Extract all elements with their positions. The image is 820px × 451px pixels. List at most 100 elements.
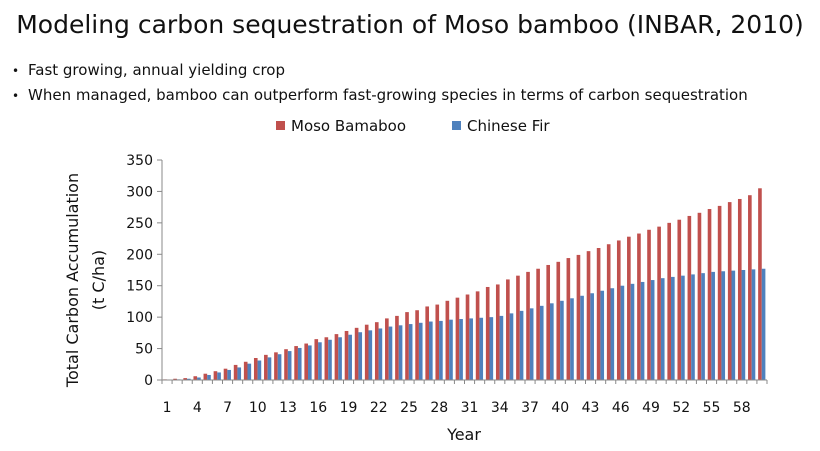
- x-axis-title: Year: [446, 425, 481, 444]
- legend-label: Moso Bamaboo: [291, 117, 406, 135]
- bar-moso-bamboo: [566, 258, 571, 380]
- bar-chinese-fir: [277, 354, 282, 380]
- bar-moso-bamboo: [445, 300, 450, 380]
- bar-moso-bamboo: [193, 376, 198, 380]
- x-tick-label: 16: [309, 400, 327, 416]
- bar-moso-bamboo: [385, 318, 389, 380]
- bar-moso-bamboo: [687, 215, 692, 380]
- y-axis-ticks: 0 50 100 150 200 250 300 350: [126, 153, 162, 389]
- bar-moso-bamboo: [395, 315, 399, 380]
- y-tick-label: 300: [126, 184, 153, 200]
- bar-chinese-fir: [449, 319, 453, 380]
- bar-chinese-fir: [368, 330, 373, 380]
- x-tick-label: 19: [340, 400, 358, 416]
- x-tick-label: 52: [672, 400, 690, 416]
- bar-chinese-fir: [217, 372, 221, 380]
- y-tick-label: 0: [144, 373, 153, 389]
- bar-moso-bamboo: [576, 254, 581, 380]
- slide-title: Modeling carbon sequestration of Moso ba…: [16, 10, 804, 39]
- x-tick-label: 22: [370, 400, 388, 416]
- bar-moso-bamboo: [616, 240, 621, 380]
- bar-moso-bamboo: [556, 261, 561, 380]
- bar-moso-bamboo: [586, 251, 591, 380]
- bar-moso-bamboo: [253, 358, 258, 380]
- bar-moso-bamboo: [233, 364, 238, 380]
- bar-chinese-fir: [237, 367, 242, 380]
- bar-chinese-fir: [297, 347, 302, 380]
- bar-chinese-fir: [711, 271, 715, 380]
- bar-moso-bamboo: [647, 229, 651, 380]
- bar-moso-bamboo: [758, 188, 762, 380]
- bar-moso-bamboo: [374, 322, 379, 380]
- bar-moso-bamboo: [314, 339, 319, 380]
- bar-chinese-fir: [610, 288, 615, 380]
- x-tick-label: 49: [642, 400, 660, 416]
- bar-chinese-fir: [671, 276, 675, 380]
- x-tick-label: 55: [703, 400, 721, 416]
- y-tick-label: 250: [126, 216, 153, 232]
- x-tick-label: 58: [733, 400, 751, 416]
- bar-chinese-fir: [560, 300, 564, 380]
- bar-moso-bamboo: [717, 205, 722, 380]
- x-tick-label: 7: [223, 400, 232, 416]
- bar-chinese-fir: [741, 270, 746, 380]
- bar-moso-bamboo: [284, 349, 288, 380]
- bar-chinese-fir: [580, 295, 584, 380]
- bar-chinese-fir: [207, 374, 211, 380]
- bar-chinese-fir: [590, 293, 594, 380]
- bar-moso-bamboo: [657, 226, 661, 380]
- bar-chinese-fir: [489, 317, 494, 380]
- bar-chinese-fir: [660, 278, 665, 380]
- axes: [161, 160, 767, 381]
- bullet-list: • Fast growing, annual yielding crop • Whe…: [12, 58, 748, 108]
- bullet-text: Fast growing, annual yielding crop: [28, 61, 285, 79]
- bar-moso-bamboo: [324, 337, 329, 380]
- bar-moso-bamboo: [264, 354, 268, 380]
- bar-moso-bamboo: [516, 275, 520, 380]
- x-tick-label: 10: [249, 400, 267, 416]
- bullet-item: • Fast growing, annual yielding crop: [12, 58, 748, 83]
- x-axis-ticks: 1 4 7 10 13 16 19 22 25 28 31 34 37 40 43 46 49 52 55 58: [161, 380, 768, 416]
- bars: [163, 188, 766, 380]
- bar-chinese-fir: [267, 357, 272, 380]
- y-tick-label: 150: [126, 279, 153, 295]
- bar-chinese-fir: [197, 377, 201, 380]
- bar-chinese-fir: [308, 345, 312, 380]
- bar-moso-bamboo: [274, 352, 278, 380]
- bar-chinese-fir: [358, 332, 363, 380]
- bar-chinese-fir: [529, 308, 534, 380]
- x-tick-label: 37: [521, 400, 539, 416]
- bar-chinese-fir: [378, 328, 383, 380]
- bar-chinese-fir: [338, 337, 342, 380]
- bar-chinese-fir: [469, 318, 473, 380]
- bar-chinese-fir: [570, 298, 574, 380]
- bar-moso-bamboo: [425, 306, 430, 380]
- legend: Moso Bamaboo Chinese Fir: [276, 117, 550, 135]
- x-tick-label: 43: [582, 400, 600, 416]
- bar-chinese-fir: [429, 321, 433, 380]
- bar-chinese-fir: [519, 310, 524, 380]
- bar-chinese-fir: [630, 283, 635, 380]
- bar-chinese-fir: [620, 285, 625, 380]
- bar-chinese-fir: [509, 313, 514, 380]
- bar-chinese-fir: [681, 275, 685, 380]
- bar-moso-bamboo: [667, 222, 672, 380]
- y-tick-label: 50: [135, 342, 153, 358]
- bar-chinese-fir: [348, 334, 352, 380]
- bar-moso-bamboo: [183, 378, 188, 380]
- bar-moso-bamboo: [506, 279, 510, 380]
- bar-moso-bamboo: [213, 371, 218, 380]
- bar-chinese-fir: [257, 360, 262, 380]
- x-tick-label: 34: [491, 400, 509, 416]
- bar-moso-bamboo: [677, 219, 682, 380]
- bar-chinese-fir: [650, 280, 655, 380]
- bar-moso-bamboo: [606, 244, 611, 380]
- bar-moso-bamboo: [435, 304, 440, 380]
- x-tick-label: 4: [193, 400, 202, 416]
- x-tick-label: 1: [163, 400, 172, 416]
- bar-moso-bamboo: [304, 343, 309, 380]
- x-tick-label: 28: [430, 400, 448, 416]
- bar-moso-bamboo: [455, 297, 460, 380]
